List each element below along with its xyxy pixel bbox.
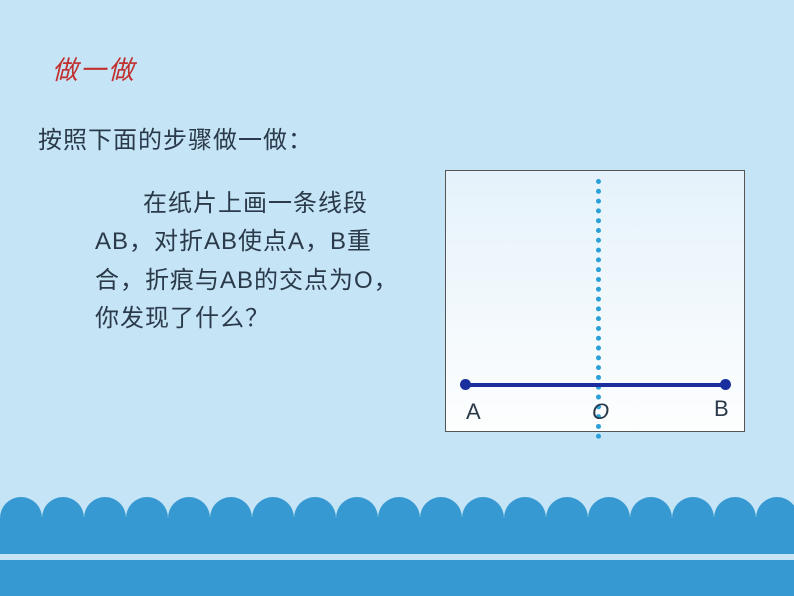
label-b: B (714, 396, 729, 422)
footer-band-bottom (0, 560, 794, 596)
label-a: A (466, 399, 481, 425)
instruction-text: 按照下面的步骤做一做： (38, 120, 313, 155)
scallops-bottom (0, 539, 794, 560)
diagram-box: A O B (445, 170, 745, 432)
slide: 做一做 按照下面的步骤做一做： 在纸片上画一条线段AB，对折AB使点A，B重合，… (0, 0, 794, 596)
point-a (460, 379, 471, 390)
body-paragraph: 在纸片上画一条线段AB，对折AB使点A，B重合，折痕与AB的交点为O，你发现了什… (95, 185, 415, 339)
point-b (720, 379, 731, 390)
scallops-top (0, 497, 794, 518)
section-title: 做一做 (52, 50, 136, 87)
footer-decoration (0, 518, 794, 596)
label-o: O (592, 399, 609, 425)
segment-ab (464, 383, 726, 387)
